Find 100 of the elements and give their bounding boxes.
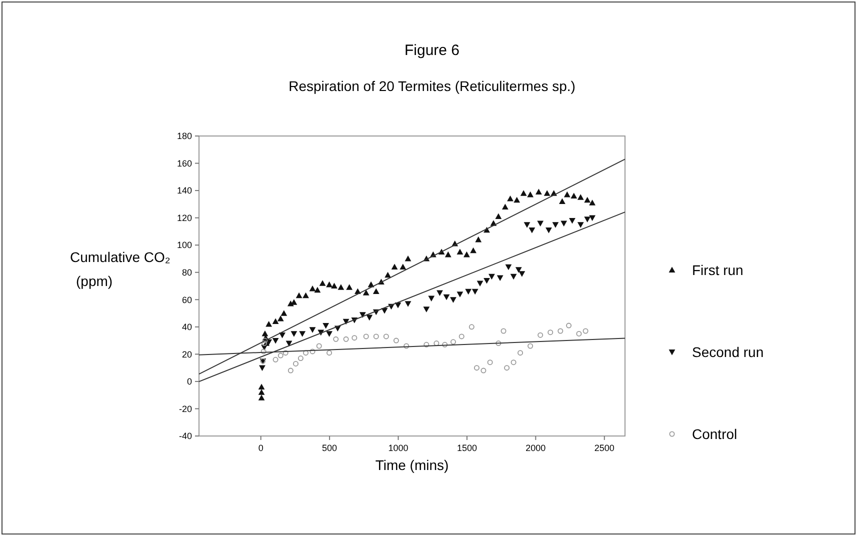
y-tick-label: 160 bbox=[176, 158, 192, 168]
point bbox=[393, 338, 399, 344]
point bbox=[544, 190, 550, 196]
chart-title: Figure 6 bbox=[404, 42, 460, 59]
y-tick-label: -20 bbox=[178, 404, 192, 414]
y-tick-label: 100 bbox=[176, 240, 192, 250]
y-tick-label: 20 bbox=[182, 349, 192, 360]
point bbox=[577, 194, 584, 200]
point bbox=[559, 198, 566, 204]
point bbox=[458, 334, 464, 340]
point bbox=[333, 336, 339, 342]
point bbox=[352, 335, 358, 341]
point bbox=[500, 328, 506, 334]
point bbox=[290, 299, 298, 305]
point bbox=[507, 196, 514, 202]
point bbox=[298, 356, 304, 362]
point bbox=[346, 284, 353, 290]
point bbox=[570, 192, 578, 199]
point bbox=[496, 340, 502, 346]
point bbox=[258, 389, 265, 395]
point bbox=[309, 286, 316, 292]
point bbox=[465, 288, 472, 295]
point bbox=[266, 320, 272, 327]
point bbox=[277, 316, 284, 322]
point bbox=[272, 338, 279, 344]
point bbox=[282, 350, 288, 356]
y-tick-label: 140 bbox=[176, 186, 192, 196]
point bbox=[384, 272, 392, 278]
point bbox=[383, 334, 389, 340]
point bbox=[569, 218, 576, 224]
y-tick-label: 120 bbox=[176, 212, 192, 223]
y-tick-label: -40 bbox=[178, 431, 192, 442]
point bbox=[302, 292, 309, 298]
y-tick-label: 40 bbox=[182, 322, 192, 332]
point bbox=[272, 356, 278, 362]
point bbox=[442, 342, 448, 348]
y-axis-title: Cumulative CO₂ (ppm) bbox=[70, 249, 170, 289]
point bbox=[314, 286, 321, 293]
legend-label: Second run bbox=[692, 344, 764, 360]
point bbox=[404, 301, 412, 307]
point bbox=[558, 328, 564, 334]
point bbox=[456, 248, 464, 254]
point bbox=[362, 290, 370, 296]
point bbox=[474, 365, 480, 371]
point bbox=[475, 236, 482, 242]
point bbox=[566, 322, 572, 328]
point bbox=[496, 275, 504, 282]
point bbox=[528, 228, 536, 234]
point bbox=[296, 292, 302, 298]
point bbox=[480, 368, 486, 374]
x-tick-label: 1500 bbox=[456, 443, 477, 453]
point bbox=[373, 334, 379, 340]
point bbox=[309, 327, 316, 333]
point bbox=[444, 251, 452, 258]
point bbox=[582, 328, 588, 334]
point bbox=[514, 196, 520, 203]
point bbox=[520, 190, 527, 196]
point bbox=[436, 290, 443, 296]
point bbox=[272, 318, 279, 324]
point bbox=[510, 274, 517, 280]
point bbox=[262, 340, 268, 346]
point bbox=[504, 365, 510, 371]
point bbox=[428, 296, 435, 302]
point bbox=[280, 310, 288, 316]
point bbox=[391, 264, 398, 270]
point bbox=[536, 188, 542, 194]
point bbox=[552, 222, 559, 228]
point bbox=[468, 324, 474, 330]
point bbox=[262, 338, 268, 344]
point bbox=[487, 360, 493, 366]
point bbox=[316, 343, 322, 349]
point bbox=[584, 216, 591, 222]
point bbox=[564, 191, 570, 198]
point bbox=[527, 191, 534, 198]
point bbox=[484, 278, 490, 284]
x-axis-title: Time (mins) bbox=[375, 457, 449, 473]
point bbox=[548, 330, 554, 336]
point bbox=[331, 282, 338, 289]
point bbox=[589, 200, 596, 206]
point bbox=[476, 280, 484, 286]
point bbox=[456, 292, 464, 298]
x-tick-label: 2000 bbox=[526, 443, 546, 453]
y-tick-label: 60 bbox=[182, 294, 192, 305]
point bbox=[299, 331, 306, 337]
point bbox=[288, 368, 294, 374]
point bbox=[404, 343, 410, 349]
point bbox=[310, 348, 316, 354]
point bbox=[524, 222, 530, 228]
x-tick-label: 1000 bbox=[388, 443, 408, 453]
y-tick-label: 80 bbox=[182, 268, 192, 278]
point bbox=[372, 288, 380, 294]
point bbox=[528, 343, 534, 349]
x-tick-label: 500 bbox=[322, 443, 338, 453]
point bbox=[404, 256, 412, 262]
point bbox=[363, 334, 369, 340]
point bbox=[326, 281, 332, 288]
point bbox=[400, 264, 406, 270]
point bbox=[510, 360, 516, 366]
point bbox=[319, 280, 326, 286]
point bbox=[488, 274, 495, 280]
